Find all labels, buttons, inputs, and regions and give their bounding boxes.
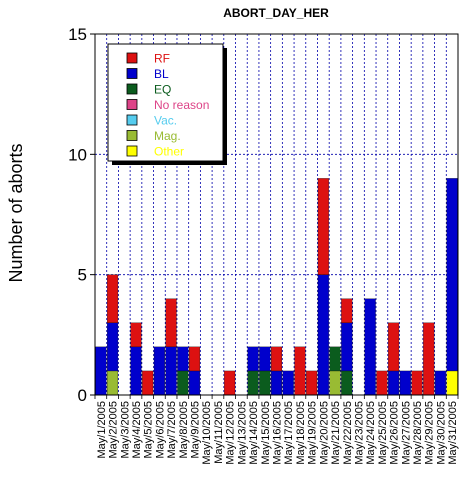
x-tick-label: May/10/2005	[201, 401, 213, 465]
bar-segment	[259, 370, 271, 396]
bar-segment	[177, 370, 189, 396]
x-tick-label: May/17/2005	[283, 401, 295, 465]
x-tick-label: May/6/2005	[154, 401, 166, 458]
bar-segment	[388, 370, 400, 396]
y-tick-labels: 0 5 10 15	[68, 25, 87, 405]
bar-segment	[446, 370, 458, 396]
x-tick-label: May/9/2005	[190, 401, 202, 458]
bar-segment	[107, 370, 119, 396]
bar-segment	[317, 274, 329, 396]
x-tick-labels: May/1/2005 May/2/2005 May/3/2005 May/4/2005…	[96, 401, 459, 465]
legend-swatch	[126, 145, 138, 157]
bar-segment	[317, 178, 329, 275]
legend-label: Other	[154, 145, 184, 159]
y-tick-label: 5	[78, 266, 87, 285]
axes	[90, 33, 459, 399]
bar-segment	[130, 346, 142, 396]
x-tick-label: May/24/2005	[365, 401, 377, 465]
x-tick-label: May/29/2005	[424, 401, 436, 465]
x-tick-label: May/25/2005	[377, 401, 389, 465]
bar-segment	[247, 370, 259, 396]
legend-swatch	[126, 114, 138, 126]
bar-segment	[224, 370, 236, 396]
x-tick-label: May/31/2005	[447, 401, 459, 465]
plot-frame	[94, 33, 459, 396]
x-tick-label: May/4/2005	[131, 401, 143, 458]
legend-label: Mag.	[154, 129, 181, 143]
legend-label: Vac.	[154, 114, 177, 128]
x-tick-label: May/28/2005	[412, 401, 424, 465]
x-tick-label: May/7/2005	[166, 401, 178, 458]
bar-segment	[270, 370, 283, 396]
bar-segment	[247, 346, 259, 372]
bar-segment	[270, 346, 283, 372]
legend-swatch	[126, 130, 138, 141]
legend-swatch	[126, 68, 138, 79]
x-tick-label: May/14/2005	[248, 401, 260, 465]
x-tick-label: May/19/2005	[307, 401, 319, 465]
bars	[95, 178, 458, 396]
bar-segment	[364, 298, 376, 396]
bar-segment	[434, 370, 446, 396]
bar-segment	[341, 322, 353, 372]
bar-segment	[399, 370, 411, 396]
x-tick-label: May/5/2005	[143, 401, 155, 458]
bar-segment	[376, 370, 388, 396]
bar-segment	[411, 370, 423, 396]
x-tick-label: May/12/2005	[225, 401, 237, 465]
bar-segment	[130, 322, 142, 348]
bar-segment	[306, 370, 318, 396]
x-tick-label: May/23/2005	[353, 401, 365, 465]
x-tick-label: May/13/2005	[236, 401, 248, 465]
bar-segment	[329, 346, 341, 372]
legend-swatch	[126, 99, 138, 110]
x-tick-label: May/21/2005	[330, 401, 342, 465]
bar-segment	[294, 346, 306, 396]
bar-segment	[189, 370, 201, 396]
bar-segment	[95, 346, 107, 396]
x-tick-label: May/22/2005	[342, 401, 354, 465]
bar-segment	[165, 346, 177, 396]
x-tick-label: May/8/2005	[178, 401, 190, 458]
legend-swatch	[126, 52, 138, 64]
legend-label: EQ	[154, 83, 171, 97]
bar-segment	[107, 274, 119, 323]
legend-label: BL	[154, 67, 169, 81]
x-tick-label: May/1/2005	[96, 401, 108, 458]
x-tick-label: May/2/2005	[108, 401, 120, 458]
y-axis-label: Number of aborts	[6, 143, 26, 282]
x-tick-label: May/18/2005	[295, 401, 307, 465]
x-tick-label: May/11/2005	[213, 401, 225, 464]
y-tick-label: 0	[78, 386, 87, 405]
bar-segment	[282, 370, 294, 396]
bar-segment	[329, 370, 341, 396]
bar-segment	[388, 322, 400, 372]
bar-segment	[341, 370, 353, 396]
bar-segment	[189, 346, 201, 372]
x-tick-label: May/3/2005	[119, 401, 131, 458]
bar-segment	[259, 346, 271, 372]
x-tick-label: May/30/2005	[435, 401, 447, 465]
legend-swatch	[126, 83, 138, 95]
legend-label: RF	[154, 52, 170, 66]
bar-segment	[341, 298, 353, 323]
bar-segment	[165, 298, 177, 348]
bar-segment	[153, 346, 165, 396]
bar-segment	[423, 322, 435, 396]
x-tick-label: May/16/2005	[272, 401, 284, 465]
x-tick-label: May/27/2005	[400, 401, 412, 465]
bar-segment	[107, 322, 119, 372]
bar-segment	[142, 370, 154, 396]
x-tick-label: May/20/2005	[318, 401, 330, 465]
bar-segment	[446, 178, 458, 372]
legend-label: No reason	[154, 98, 209, 112]
y-tick-label: 10	[68, 145, 87, 164]
x-tick-label: May/26/2005	[389, 401, 401, 465]
chart-title: ABORT_DAY_HER	[223, 6, 329, 20]
y-tick-label: 15	[68, 25, 87, 44]
bar-segment	[177, 346, 189, 372]
x-tick-label: May/15/2005	[260, 401, 272, 465]
